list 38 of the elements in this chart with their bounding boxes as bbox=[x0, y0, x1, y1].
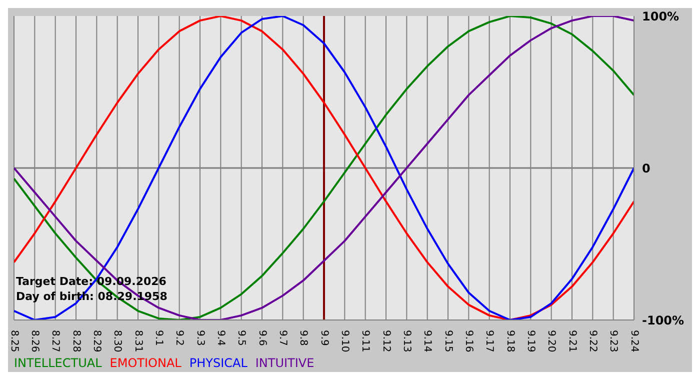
x-tick-label: 9.7 bbox=[276, 330, 288, 346]
x-tick-label: 9.13 bbox=[400, 330, 412, 352]
x-tick-label: 9.21 bbox=[566, 330, 578, 352]
x-tick-label: 8.27 bbox=[50, 330, 61, 352]
x-tick-label: 9.24 bbox=[628, 330, 640, 352]
text: PHYSICAL bbox=[189, 356, 248, 370]
y-tick-label: 0 bbox=[642, 161, 650, 176]
x-tick-label: 8.31 bbox=[132, 330, 144, 352]
x-tick-label: 8.28 bbox=[70, 330, 82, 352]
x-tick-label: 9.4 bbox=[214, 330, 226, 346]
x-tick-label: 9.8 bbox=[298, 330, 309, 346]
text: INTELLECTUAL bbox=[14, 356, 102, 370]
x-tick-label: 9.23 bbox=[608, 330, 619, 352]
x-tick-label: 9.22 bbox=[586, 330, 598, 352]
x-tick-label: 9.18 bbox=[504, 330, 516, 352]
x-tick-label: 8.25 bbox=[8, 330, 20, 352]
x-tick-label: 8.29 bbox=[90, 330, 102, 352]
x-tick-label: 9.16 bbox=[462, 330, 474, 352]
x-tick-label: 9.1 bbox=[152, 330, 164, 346]
x-tick-label: 9.19 bbox=[524, 330, 536, 352]
x-tick-label: 9.15 bbox=[442, 330, 454, 352]
text: INTUITIVE bbox=[255, 356, 314, 370]
x-tick-label: 9.5 bbox=[236, 330, 247, 346]
x-tick-label: 9.20 bbox=[546, 330, 557, 352]
x-tick-label: 9.11 bbox=[360, 330, 371, 352]
x-tick-label: 9.17 bbox=[484, 330, 495, 352]
x-tick-label: 9.14 bbox=[422, 330, 433, 352]
y-tick-label: -100% bbox=[642, 313, 684, 328]
x-tick-label: 9.3 bbox=[194, 330, 206, 346]
y-tick-label: 100% bbox=[642, 9, 680, 24]
text: EMOTIONAL bbox=[110, 356, 182, 370]
x-tick-label: 9.12 bbox=[380, 330, 392, 352]
x-tick-label: 9.6 bbox=[256, 330, 268, 346]
x-tick-label: 8.26 bbox=[28, 330, 40, 352]
x-tick-label: 9.2 bbox=[174, 330, 185, 346]
x-tick-label: 9.9 bbox=[318, 330, 330, 346]
x-tick-label: 9.10 bbox=[338, 330, 350, 352]
x-tick-label: 8.30 bbox=[112, 330, 123, 352]
